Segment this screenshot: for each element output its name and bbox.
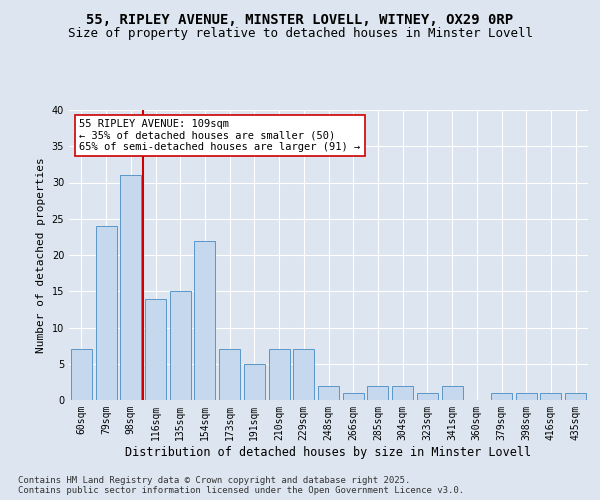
Bar — [95, 226, 116, 400]
Bar — [219, 349, 240, 400]
Bar — [120, 176, 141, 400]
Bar — [442, 386, 463, 400]
X-axis label: Distribution of detached houses by size in Minster Lovell: Distribution of detached houses by size … — [125, 446, 532, 458]
Text: 55 RIPLEY AVENUE: 109sqm
← 35% of detached houses are smaller (50)
65% of semi-d: 55 RIPLEY AVENUE: 109sqm ← 35% of detach… — [79, 118, 361, 152]
Bar — [145, 298, 166, 400]
Bar — [343, 393, 364, 400]
Text: Contains HM Land Registry data © Crown copyright and database right 2025.
Contai: Contains HM Land Registry data © Crown c… — [18, 476, 464, 495]
Bar — [71, 349, 92, 400]
Bar — [244, 364, 265, 400]
Bar — [516, 393, 537, 400]
Bar — [565, 393, 586, 400]
Y-axis label: Number of detached properties: Number of detached properties — [36, 157, 46, 353]
Bar — [491, 393, 512, 400]
Bar — [318, 386, 339, 400]
Bar — [170, 291, 191, 400]
Bar — [541, 393, 562, 400]
Bar — [194, 240, 215, 400]
Bar — [417, 393, 438, 400]
Bar — [392, 386, 413, 400]
Bar — [269, 349, 290, 400]
Bar — [367, 386, 388, 400]
Text: 55, RIPLEY AVENUE, MINSTER LOVELL, WITNEY, OX29 0RP: 55, RIPLEY AVENUE, MINSTER LOVELL, WITNE… — [86, 12, 514, 26]
Bar — [293, 349, 314, 400]
Text: Size of property relative to detached houses in Minster Lovell: Size of property relative to detached ho… — [67, 28, 533, 40]
